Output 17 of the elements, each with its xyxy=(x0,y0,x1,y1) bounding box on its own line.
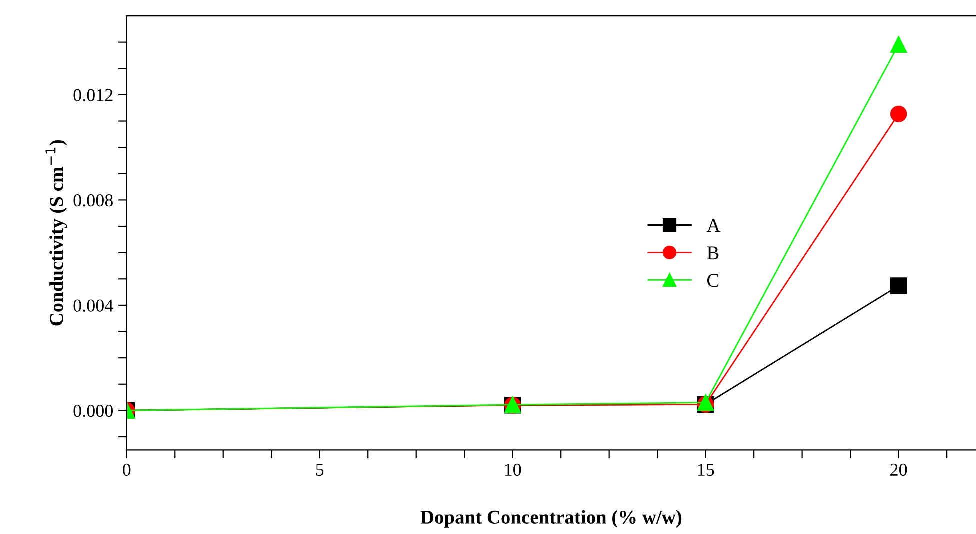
legend-label: B xyxy=(707,246,719,260)
x-axis-title: Dopant Concentration (% w/w) xyxy=(420,510,682,528)
x-tick-label: 5 xyxy=(316,464,324,476)
y-axis-title: Conductivity (S cm$^{−1}$) xyxy=(46,140,68,326)
legend-label: C xyxy=(708,274,719,288)
point xyxy=(890,106,908,122)
legend-label: A xyxy=(706,219,721,232)
point xyxy=(890,278,908,294)
y-tick-label: 0.008 xyxy=(74,194,113,207)
y-tick-label: 0.004 xyxy=(74,300,114,312)
x-tick-label: 0 xyxy=(123,464,131,476)
point xyxy=(890,36,908,54)
y-tick-label: 0.000 xyxy=(74,404,113,418)
x-tick-label: 20 xyxy=(890,464,908,476)
x-tick-label: 15 xyxy=(698,464,714,476)
x-tick-label: 10 xyxy=(505,464,522,476)
y-tick-label: 0.012 xyxy=(74,89,113,102)
